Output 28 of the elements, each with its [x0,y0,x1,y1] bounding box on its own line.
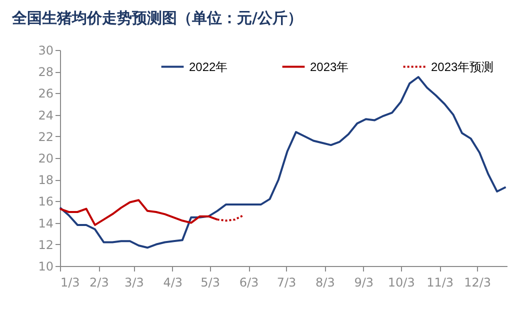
y-tick-label: 14 [38,216,54,230]
y-tick-label: 30 [38,44,54,58]
legend-label: 2022年 [189,60,228,74]
chart-title: 全国生猪均价走势预测图（单位：元/公斤） [11,9,302,27]
x-tick-label: 7/3 [276,276,296,290]
y-tick-label: 22 [38,130,54,144]
y-tick-label: 10 [38,260,54,274]
y-tick-label: 16 [38,194,54,209]
x-tick-label: 3/3 [124,276,144,290]
x-tick-label: 12/3 [464,276,492,290]
legend-label: 2023年预测 [431,60,494,74]
y-tick-label: 24 [38,108,54,122]
x-tick-label: 8/3 [316,276,335,290]
y-tick-label: 12 [38,238,54,252]
x-tick-label: 2/3 [90,276,109,290]
x-tick-label: 10/3 [388,276,415,290]
y-tick-label: 20 [38,152,54,166]
y-tick-label: 18 [38,173,54,188]
y-tick-label: 28 [38,65,54,80]
legend-label: 2023年 [310,60,349,74]
x-tick-label: 5/3 [200,276,220,290]
x-tick-label: 9/3 [354,276,374,290]
line-series [59,76,507,249]
x-tick-label: 4/3 [163,276,183,290]
y-tick-label: 26 [38,86,54,101]
x-tick-label: 11/3 [426,276,454,290]
x-tick-label: 1/3 [60,276,80,290]
x-tick-label: 6/3 [239,276,259,290]
